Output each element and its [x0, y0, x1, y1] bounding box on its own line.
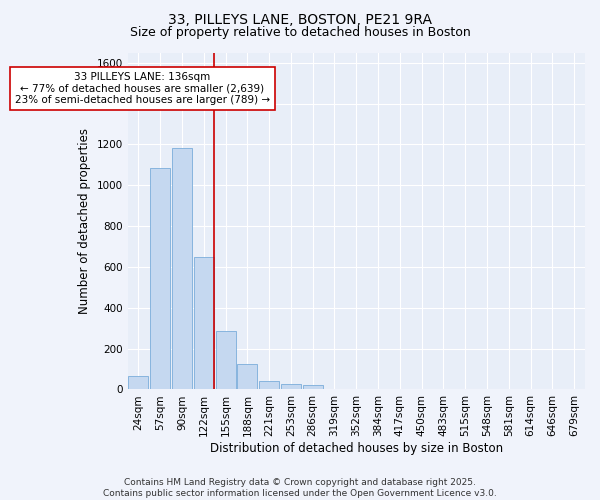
Bar: [150, 168, 170, 390]
Bar: [281, 384, 301, 390]
Bar: [259, 382, 279, 390]
Text: 33 PILLEYS LANE: 136sqm
← 77% of detached houses are smaller (2,639)
23% of semi: 33 PILLEYS LANE: 136sqm ← 77% of detache…: [15, 72, 270, 105]
Text: Size of property relative to detached houses in Boston: Size of property relative to detached ho…: [130, 26, 470, 39]
Bar: [128, 376, 148, 390]
Bar: [215, 332, 236, 390]
Bar: [194, 256, 214, 390]
Bar: [238, 364, 257, 390]
Y-axis label: Number of detached properties: Number of detached properties: [78, 128, 91, 314]
Text: 33, PILLEYS LANE, BOSTON, PE21 9RA: 33, PILLEYS LANE, BOSTON, PE21 9RA: [168, 12, 432, 26]
X-axis label: Distribution of detached houses by size in Boston: Distribution of detached houses by size …: [209, 442, 503, 455]
Bar: [172, 148, 192, 390]
Bar: [302, 386, 323, 390]
Text: Contains HM Land Registry data © Crown copyright and database right 2025.
Contai: Contains HM Land Registry data © Crown c…: [103, 478, 497, 498]
